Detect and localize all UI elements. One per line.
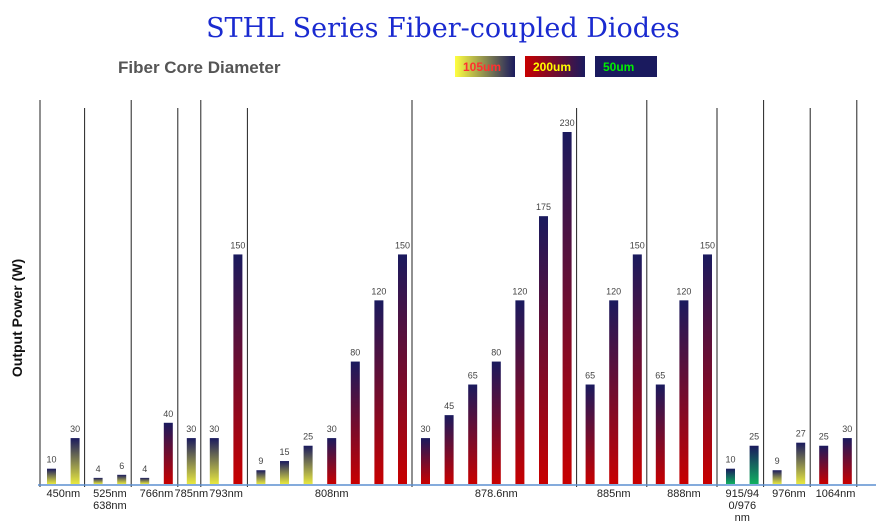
bar-value-label: 9 xyxy=(775,456,780,466)
bar-value-label: 65 xyxy=(468,371,478,381)
bar-value-label: 230 xyxy=(560,118,575,128)
bar xyxy=(70,438,80,484)
bar xyxy=(703,254,712,484)
group-label: nm xyxy=(735,512,750,524)
bar-value-label: 27 xyxy=(796,429,806,439)
bar-value-label: 120 xyxy=(606,286,621,296)
bar-value-label: 150 xyxy=(700,240,715,250)
group-label: 878.6nm xyxy=(475,488,518,500)
bar xyxy=(209,438,219,484)
legend-swatch-200um xyxy=(525,56,585,77)
bar-value-label: 80 xyxy=(491,348,501,358)
bar xyxy=(468,384,478,484)
bar xyxy=(444,415,454,484)
group-label: 766nm xyxy=(140,488,174,500)
y-axis-label: Output Power (W) xyxy=(9,259,25,377)
bar xyxy=(749,445,759,484)
bar-value-label: 45 xyxy=(444,401,454,411)
bar xyxy=(772,470,782,484)
bar xyxy=(655,384,665,484)
bar-value-label: 9 xyxy=(258,456,263,466)
bar xyxy=(562,132,572,484)
bar xyxy=(515,300,525,484)
bar xyxy=(350,361,360,484)
legend-swatch-105um xyxy=(455,56,515,77)
bar-value-label: 150 xyxy=(630,240,645,250)
bar-value-label: 25 xyxy=(749,432,759,442)
bar-value-label: 120 xyxy=(371,286,386,296)
group-label: 915/94 xyxy=(725,488,759,500)
bar-value-label: 25 xyxy=(303,432,313,442)
bar xyxy=(398,254,407,484)
bar xyxy=(491,361,501,484)
bar-value-label: 30 xyxy=(420,424,430,434)
bar xyxy=(585,384,595,484)
bars: 10 30 4 6 4 40 30 30 150 9 15 25 30 80 120 150 30 45 65 80 1… xyxy=(46,118,852,484)
bar xyxy=(117,474,127,484)
bar-value-label: 65 xyxy=(585,371,595,381)
bar xyxy=(609,300,619,484)
chart-title: STHL Series Fiber-coupled Diodes xyxy=(206,13,680,44)
bar xyxy=(726,468,735,484)
bar-value-label: 65 xyxy=(655,371,665,381)
group-label: 888nm xyxy=(667,488,701,500)
bar-value-label: 6 xyxy=(119,461,124,471)
group-label: 525nm xyxy=(93,488,127,500)
bar-value-label: 30 xyxy=(327,424,337,434)
bar-value-label: 25 xyxy=(819,432,829,442)
bar xyxy=(47,468,56,484)
bar xyxy=(632,254,642,484)
bar-value-label: 150 xyxy=(230,240,245,250)
bar xyxy=(93,477,103,484)
bar-value-label: 10 xyxy=(46,455,56,465)
bar-value-label: 120 xyxy=(676,286,691,296)
legend-label: 105um xyxy=(463,60,501,74)
group-label: 450nm xyxy=(46,488,80,500)
bar xyxy=(256,470,266,484)
bar xyxy=(140,477,150,484)
bar xyxy=(539,216,548,484)
bar xyxy=(819,445,829,484)
bar-value-label: 120 xyxy=(512,286,527,296)
group-label: 976nm xyxy=(772,488,806,500)
bar xyxy=(679,300,689,484)
group-dividers xyxy=(39,100,858,487)
bar-value-label: 4 xyxy=(96,464,101,474)
bar-value-label: 40 xyxy=(163,409,173,419)
bar-value-label: 80 xyxy=(350,348,360,358)
bar xyxy=(842,438,852,484)
bar xyxy=(186,438,196,484)
group-label: 785nm xyxy=(174,488,208,500)
bar xyxy=(163,422,173,484)
legend-label: 50um xyxy=(603,60,634,74)
group-label: 1064nm xyxy=(816,488,856,500)
bar-value-label: 30 xyxy=(70,424,80,434)
bar-value-label: 4 xyxy=(142,464,147,474)
bar xyxy=(327,438,337,484)
bar-value-label: 30 xyxy=(842,424,852,434)
bar-value-label: 10 xyxy=(725,455,735,465)
bar xyxy=(374,300,384,484)
bar-value-label: 150 xyxy=(395,240,410,250)
bar-value-label: 15 xyxy=(279,447,289,457)
bar-value-label: 175 xyxy=(536,202,551,212)
bar xyxy=(421,438,430,484)
legend-label: 200um xyxy=(533,60,571,74)
group-label: 793nm xyxy=(209,488,243,500)
group-label: 0/976 xyxy=(729,500,757,512)
group-label: 638nm xyxy=(93,500,127,512)
bar xyxy=(280,461,289,484)
legend-swatch-50um xyxy=(595,56,657,77)
group-label: 885nm xyxy=(597,488,631,500)
bar-value-label: 30 xyxy=(186,424,196,434)
bar xyxy=(796,442,806,484)
bar xyxy=(233,254,243,484)
bar xyxy=(303,445,313,484)
bar-value-label: 30 xyxy=(209,424,219,434)
group-label: 808nm xyxy=(315,488,349,500)
legend-heading: Fiber Core Diameter xyxy=(118,58,281,77)
legend: 105um 200um 50um xyxy=(455,56,657,77)
